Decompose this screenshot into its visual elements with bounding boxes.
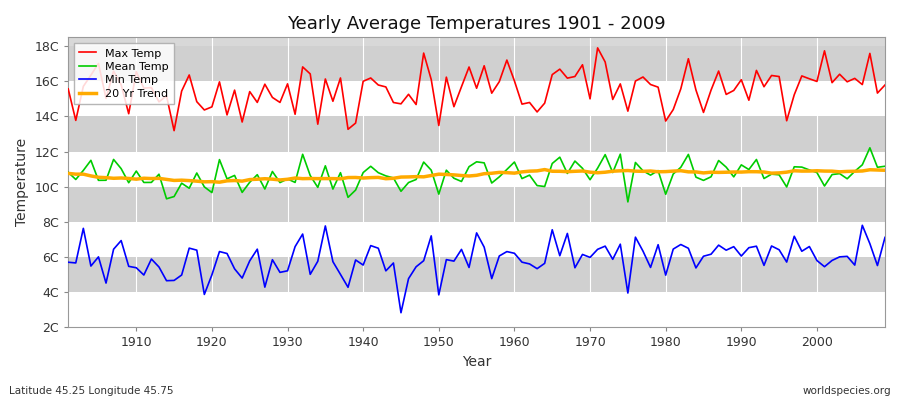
Min Temp (63, 260, 74, 265)
Title: Yearly Average Temperatures 1901 - 2009: Yearly Average Temperatures 1901 - 2009 (287, 15, 666, 33)
Max Temp (509, 78, 520, 83)
20 Yr Trend (123, 176, 134, 181)
Min Temp (608, 257, 618, 262)
Bar (68, 81, 885, 116)
20 Yr Trend (214, 180, 225, 184)
Mean Temp (63, 170, 74, 175)
20 Yr Trend (517, 170, 527, 174)
Mean Temp (865, 145, 876, 150)
Legend: Max Temp, Mean Temp, Min Temp, 20 Yr Trend: Max Temp, Mean Temp, Min Temp, 20 Yr Tre… (74, 43, 174, 104)
Max Temp (123, 111, 134, 116)
Min Temp (509, 251, 520, 256)
Min Temp (396, 310, 407, 315)
Max Temp (592, 46, 603, 50)
Min Temp (879, 235, 890, 240)
Line: Min Temp: Min Temp (68, 225, 885, 313)
20 Yr Trend (879, 168, 890, 173)
20 Yr Trend (509, 171, 520, 176)
Min Temp (335, 272, 346, 277)
Mean Temp (335, 170, 346, 175)
Max Temp (343, 127, 354, 132)
Bar (68, 187, 885, 222)
20 Yr Trend (343, 175, 354, 180)
Line: Max Temp: Max Temp (68, 48, 885, 131)
20 Yr Trend (297, 176, 308, 181)
Min Temp (290, 244, 301, 249)
20 Yr Trend (63, 171, 74, 176)
Mean Temp (879, 164, 890, 169)
Mean Temp (290, 180, 301, 185)
Bar (68, 257, 885, 292)
Max Temp (63, 86, 74, 91)
Bar (68, 152, 885, 187)
Mean Temp (501, 167, 512, 172)
Text: Latitude 45.25 Longitude 45.75: Latitude 45.25 Longitude 45.75 (9, 386, 174, 396)
Mean Temp (509, 160, 520, 164)
Mean Temp (623, 200, 634, 204)
Bar (68, 116, 885, 152)
Min Temp (123, 264, 134, 269)
20 Yr Trend (615, 168, 626, 173)
Bar (68, 292, 885, 328)
Line: 20 Yr Trend: 20 Yr Trend (68, 170, 885, 182)
20 Yr Trend (539, 167, 550, 172)
Bar (68, 46, 885, 81)
Max Temp (615, 82, 626, 86)
Line: Mean Temp: Mean Temp (68, 148, 885, 202)
Max Temp (297, 64, 308, 69)
Mean Temp (123, 180, 134, 185)
Max Temp (517, 102, 527, 106)
Y-axis label: Temperature: Temperature (15, 138, 29, 226)
Max Temp (879, 82, 890, 87)
Min Temp (857, 223, 868, 228)
Bar (68, 222, 885, 257)
Min Temp (517, 260, 527, 264)
Max Temp (168, 128, 179, 133)
Mean Temp (599, 152, 610, 157)
X-axis label: Year: Year (462, 355, 491, 369)
Text: worldspecies.org: worldspecies.org (803, 386, 891, 396)
